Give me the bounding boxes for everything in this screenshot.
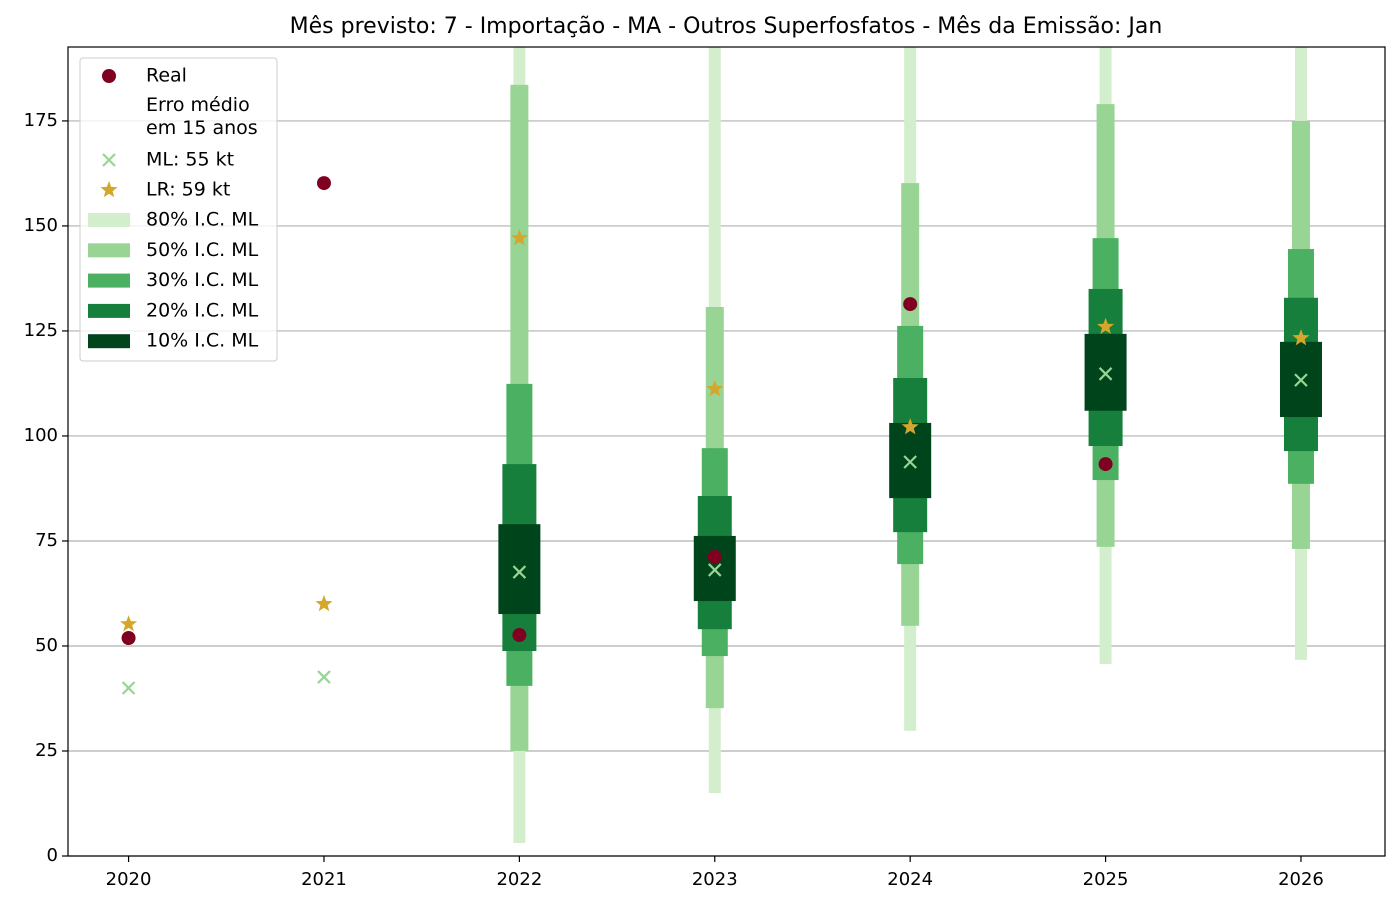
legend-swatch — [88, 334, 130, 349]
legend-swatch — [88, 303, 130, 318]
marker-real — [1098, 457, 1113, 472]
chart-title: Mês previsto: 7 - Importação - MA - Outr… — [290, 14, 1163, 39]
legend-label: Real — [146, 65, 187, 87]
marker-real — [316, 176, 331, 191]
legend-label: LR: 59 kt — [146, 179, 230, 201]
marker-ml — [121, 681, 136, 695]
marker-lr — [1292, 329, 1310, 346]
marker-ml — [102, 153, 116, 167]
legend-label: 80% I.C. ML — [146, 209, 259, 231]
axes-frame — [67, 46, 1386, 857]
y-tick-label: 125 — [24, 320, 58, 341]
x-tick-label: 2020 — [106, 869, 152, 890]
x-tick-label: 2026 — [1278, 869, 1324, 890]
marker-ml — [707, 563, 722, 577]
marker-lr — [120, 615, 138, 632]
legend-label: 10% I.C. ML — [146, 330, 259, 352]
legend-label: 30% I.C. ML — [146, 269, 259, 291]
legend-label: 50% I.C. ML — [146, 239, 259, 261]
marker-ml — [317, 670, 331, 684]
y-tick-label: 50 — [35, 635, 58, 656]
legend-note: Erro médio em 15 anos — [146, 94, 258, 139]
marker-lr — [901, 418, 919, 435]
y-tick-label: 75 — [35, 530, 58, 551]
marker-lr — [1097, 317, 1115, 334]
y-tick-label: 0 — [47, 845, 58, 866]
marker-real — [512, 628, 527, 643]
y-tick-label: 100 — [24, 425, 58, 446]
marker-lr — [510, 229, 528, 246]
y-tick-label: 25 — [35, 740, 58, 761]
plot-area — [120, 47, 1322, 843]
marker-real — [102, 69, 116, 83]
marker-ml — [512, 565, 527, 579]
x-tick-label: 2025 — [1083, 869, 1129, 890]
legend-label: 20% I.C. ML — [146, 299, 259, 321]
x-tick-label: 2023 — [692, 869, 738, 890]
x-tick-label: 2024 — [887, 869, 933, 890]
marker-lr — [100, 181, 118, 198]
legend-swatch — [88, 213, 130, 227]
marker-ml — [903, 455, 917, 469]
x-tick-label: 2022 — [496, 869, 542, 890]
marker-ml — [1294, 373, 1308, 387]
marker-real — [121, 630, 136, 645]
marker-real — [707, 549, 722, 564]
legend: Real ML: 55 kt LR: 59 kt 80% I.C. ML 50% I.C… — [79, 57, 278, 362]
marker-real — [903, 297, 918, 312]
interval-bar — [498, 524, 541, 615]
legend-label: ML: 55 kt — [146, 149, 234, 171]
y-tick-label: 150 — [24, 215, 58, 236]
x-tick-label: 2021 — [301, 869, 347, 890]
legend-swatch — [88, 273, 130, 288]
marker-lr — [315, 595, 333, 612]
marker-lr — [706, 379, 724, 397]
legend-swatch — [88, 243, 130, 258]
y-tick-label: 175 — [24, 110, 58, 131]
marker-ml — [1098, 367, 1113, 381]
